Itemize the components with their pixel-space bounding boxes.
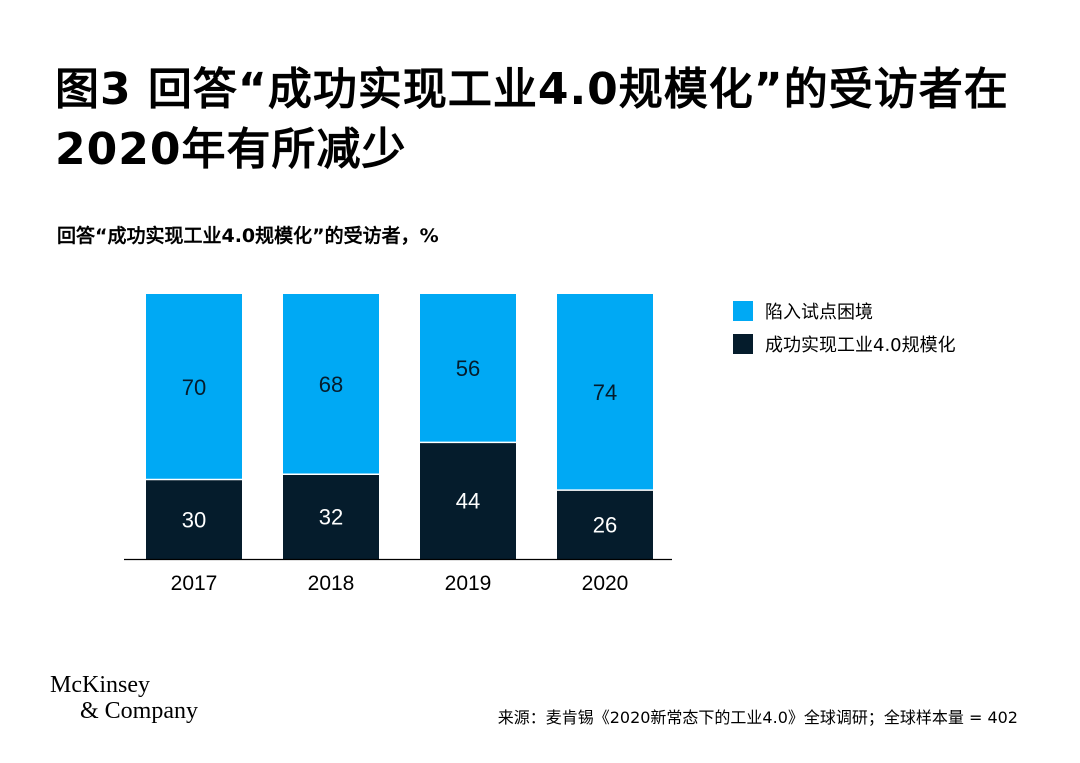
legend-item-scaled: 成功实现工业4.0规模化 <box>733 333 956 356</box>
bar-pilot-2017 <box>146 294 242 480</box>
data-label-pilot-2017: 70 <box>182 375 206 400</box>
data-label-scaled-2018: 32 <box>319 505 343 530</box>
mckinsey-logo: McKinsey & Company <box>50 672 198 724</box>
data-label-scaled-2020: 26 <box>593 513 617 538</box>
logo-line-1: McKinsey <box>50 672 150 698</box>
bar-pilot-2020 <box>557 294 653 491</box>
x-tick-label-2018: 2018 <box>308 572 355 595</box>
x-tick-label-2017: 2017 <box>171 572 218 595</box>
x-tick-label-2020: 2020 <box>582 572 629 595</box>
chart-subtitle: 回答“成功实现工业4.0规模化”的受访者，% <box>57 225 439 247</box>
logo-line-2: & Company <box>80 698 198 724</box>
legend-label-pilot: 陷入试点困境 <box>765 302 873 323</box>
bar-scaled-2017 <box>146 479 242 559</box>
legend-swatch-pilot <box>733 301 753 321</box>
data-label-pilot-2018: 68 <box>319 372 343 397</box>
bar-pilot-2018 <box>283 294 379 475</box>
bar-scaled-2020 <box>557 490 653 559</box>
bar-pilot-2019 <box>420 294 516 443</box>
source-note: 来源：麦肯锡《2020新常态下的工业4.0》全球调研；全球样本量 = 402 <box>497 708 1018 727</box>
legend: 陷入试点困境 成功实现工业4.0规模化 <box>733 300 956 366</box>
data-label-pilot-2019: 56 <box>456 356 480 381</box>
legend-swatch-scaled <box>733 334 753 354</box>
legend-label-scaled: 成功实现工业4.0规模化 <box>765 335 956 356</box>
x-tick-label-2019: 2019 <box>445 572 492 595</box>
data-label-scaled-2017: 30 <box>182 507 206 532</box>
bar-scaled-2019 <box>420 442 516 559</box>
chart-title: 图3 回答“成功实现工业4.0规模化”的受访者在2020年有所减少 <box>55 64 1009 175</box>
data-label-pilot-2020: 74 <box>593 380 617 405</box>
data-label-scaled-2019: 44 <box>456 489 480 514</box>
bar-scaled-2018 <box>283 474 379 559</box>
legend-item-pilot: 陷入试点困境 <box>733 300 956 323</box>
